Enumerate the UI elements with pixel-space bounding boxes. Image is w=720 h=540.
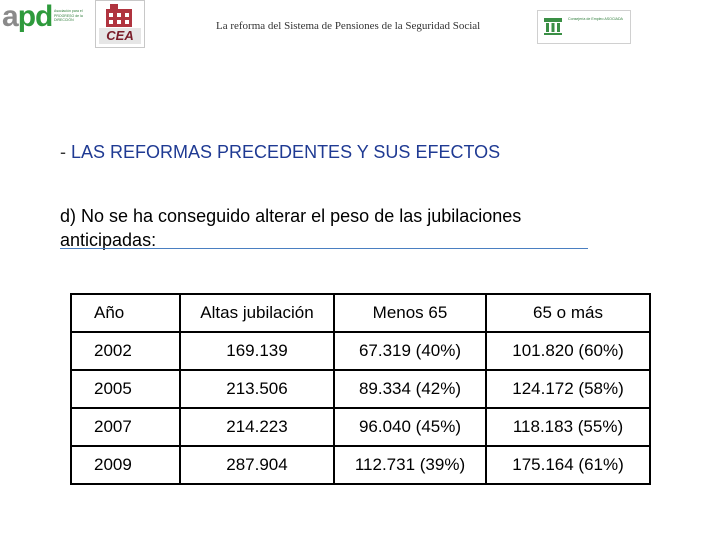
slide-header: apd Asociación para el PROGRESO de la DI… — [0, 0, 720, 48]
building-icon — [106, 4, 132, 27]
table-cell: 89.334 (42%) — [333, 369, 487, 409]
junta-logo-text: Consejería de Empleo ASOCIADA — [568, 17, 623, 21]
heading-text: LAS REFORMAS PRECEDENTES Y SUS EFECTOS — [71, 142, 501, 162]
table-cell: 124.172 (58%) — [485, 369, 651, 409]
table-cell: 2005 — [70, 369, 181, 409]
table-cell: 287.904 — [179, 445, 335, 485]
table-cell: 169.139 — [179, 331, 335, 371]
table-cell: 214.223 — [179, 407, 335, 447]
table-cell: 67.319 (40%) — [333, 331, 487, 371]
table-cell: 2009 — [70, 445, 181, 485]
heading-dash: - — [60, 142, 66, 162]
subheading-underline — [60, 248, 588, 249]
table-row: 2007 214.223 96.040 (45%) 118.183 (55%) — [70, 407, 651, 447]
subheading: d) No se ha conseguido alterar el peso d… — [60, 206, 522, 250]
header-cell: Altas jubilación — [179, 293, 335, 333]
table-cell: 213.506 — [179, 369, 335, 409]
table-cell: 118.183 (55%) — [485, 407, 651, 447]
table-row: 2005 213.506 89.334 (42%) 124.172 (58%) — [70, 369, 651, 409]
junta-emblem-icon — [544, 18, 562, 35]
table-cell: 2002 — [70, 331, 181, 371]
apd-logo-tagline: Asociación para el PROGRESO de la DIRECC… — [54, 9, 83, 22]
table-cell: 175.164 (61%) — [485, 445, 651, 485]
cea-logo-text: CEA — [99, 28, 141, 44]
table-row: 2002 169.139 67.319 (40%) 101.820 (60%) — [70, 331, 651, 371]
table-cell: 112.731 (39%) — [333, 445, 487, 485]
apd-logo: apd Asociación para el PROGRESO de la DI… — [0, 0, 90, 40]
table-cell: 96.040 (45%) — [333, 407, 487, 447]
cea-logo: CEA — [95, 0, 145, 48]
table-cell: 101.820 (60%) — [485, 331, 651, 371]
table-cell: 2007 — [70, 407, 181, 447]
table-row: 2009 287.904 112.731 (39%) 175.164 (61%) — [70, 445, 651, 485]
section-heading: - LAS REFORMAS PRECEDENTES Y SUS EFECTOS — [60, 142, 500, 163]
apd-logo-text: apd — [2, 0, 53, 33]
header-cell: Menos 65 — [333, 293, 487, 333]
retirement-table: Año Altas jubilación Menos 65 65 o más 2… — [70, 293, 651, 485]
header-title: La reforma del Sistema de Pensiones de l… — [216, 20, 481, 32]
header-cell: Año — [70, 293, 181, 333]
junta-logo: Consejería de Empleo ASOCIADA — [537, 10, 631, 44]
header-cell: 65 o más — [485, 293, 651, 333]
table-header-row: Año Altas jubilación Menos 65 65 o más — [70, 293, 651, 333]
